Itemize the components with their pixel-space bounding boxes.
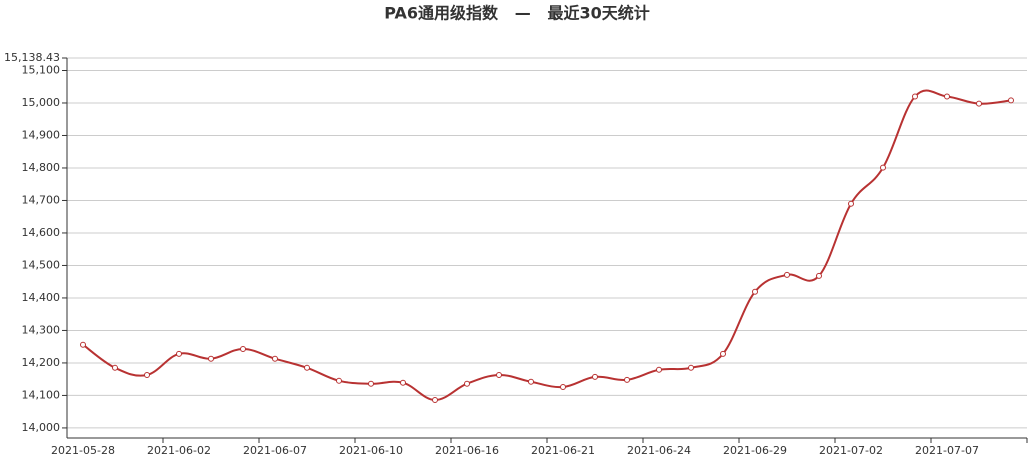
point <box>560 383 566 390</box>
point <box>144 371 150 378</box>
point <box>240 345 246 352</box>
point <box>304 364 310 371</box>
y-tick-label: 14,500 <box>22 258 61 271</box>
point <box>208 355 214 362</box>
point <box>976 100 982 107</box>
point <box>432 396 438 403</box>
x-tick-label: 2021-06-29 <box>723 444 787 457</box>
point <box>784 271 790 278</box>
x-tick-label: 2021-06-07 <box>243 444 307 457</box>
point <box>752 288 758 295</box>
y-tick-label: 14,100 <box>22 388 61 401</box>
point <box>272 355 278 362</box>
y-tick-label: 14,300 <box>22 323 61 336</box>
point <box>688 364 694 371</box>
x-tick-label: 2021-07-07 <box>915 444 979 457</box>
x-tick-label: 2021-05-28 <box>51 444 115 457</box>
point <box>720 350 726 357</box>
point <box>592 373 598 380</box>
x-tick-label: 2021-06-02 <box>147 444 211 457</box>
point <box>880 164 886 171</box>
y-tick-label: 15,100 <box>22 63 61 76</box>
point <box>496 371 502 378</box>
point <box>400 379 406 386</box>
y-tick-label: 14,800 <box>22 161 61 174</box>
point <box>176 350 182 357</box>
y-tick-label: 14,700 <box>22 193 61 206</box>
y-tick-label: 14,900 <box>22 128 61 141</box>
point <box>816 272 822 279</box>
line <box>82 89 1012 401</box>
point <box>336 377 342 384</box>
point <box>464 380 470 387</box>
point <box>624 376 630 383</box>
y-tick-label: 15,138.43 <box>4 51 60 64</box>
point <box>112 364 118 371</box>
point <box>368 380 374 387</box>
point <box>912 93 918 100</box>
y-tick-label: 14,200 <box>22 356 61 369</box>
y-tick-label: 14,400 <box>22 291 61 304</box>
y-tick-label: 14,600 <box>22 226 61 239</box>
point <box>80 341 86 348</box>
y-tick-label: 15,000 <box>22 96 61 109</box>
x-tick-label: 2021-06-21 <box>531 444 595 457</box>
point <box>1008 97 1014 104</box>
chart-title: PA6通用级指数 — 最近30天统计 <box>384 4 649 23</box>
point <box>528 378 534 385</box>
y-tick-label: 14,000 <box>22 421 61 434</box>
point <box>848 200 854 207</box>
point <box>944 93 950 100</box>
x-tick-label: 2021-06-24 <box>627 444 691 457</box>
x-tick-label: 2021-06-16 <box>435 444 499 457</box>
x-tick-label: 2021-07-02 <box>819 444 883 457</box>
x-tick-label: 2021-06-10 <box>339 444 403 457</box>
point <box>656 366 662 373</box>
